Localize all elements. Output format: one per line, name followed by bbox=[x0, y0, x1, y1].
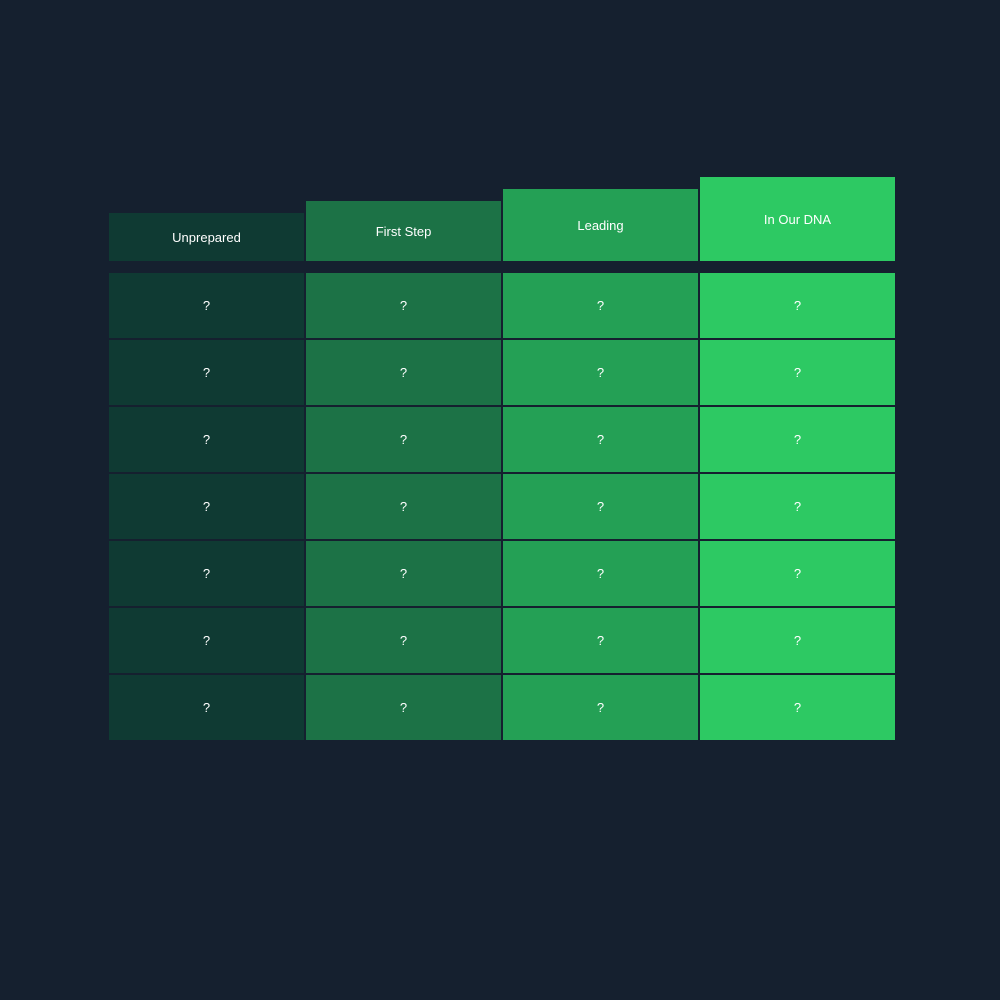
matrix-cell: ? bbox=[305, 406, 502, 473]
matrix-cell-text: ? bbox=[794, 365, 801, 380]
matrix-cell-text: ? bbox=[203, 566, 210, 581]
matrix-header-label: In Our DNA bbox=[764, 212, 831, 227]
matrix-cell: ? bbox=[108, 674, 305, 741]
matrix-cell-text: ? bbox=[203, 499, 210, 514]
matrix-cell: ? bbox=[108, 406, 305, 473]
matrix-cell: ? bbox=[502, 272, 699, 339]
matrix-cell: ? bbox=[305, 540, 502, 607]
matrix-cell: ? bbox=[502, 473, 699, 540]
matrix-cell: ? bbox=[305, 339, 502, 406]
matrix-cell-text: ? bbox=[597, 566, 604, 581]
matrix-cell-text: ? bbox=[203, 700, 210, 715]
matrix-cell: ? bbox=[108, 540, 305, 607]
matrix-cell-text: ? bbox=[794, 499, 801, 514]
matrix-cell: ? bbox=[502, 607, 699, 674]
matrix-cell: ? bbox=[108, 473, 305, 540]
matrix-cell: ? bbox=[699, 540, 896, 607]
matrix-cell: ? bbox=[502, 406, 699, 473]
matrix-header-gap bbox=[108, 262, 896, 272]
matrix-cell-text: ? bbox=[794, 633, 801, 648]
matrix-cell: ? bbox=[699, 339, 896, 406]
matrix-header-0: Unprepared bbox=[108, 190, 305, 262]
matrix-cell-text: ? bbox=[400, 499, 407, 514]
matrix-cell-text: ? bbox=[597, 432, 604, 447]
matrix-cell-text: ? bbox=[794, 700, 801, 715]
matrix-cell-text: ? bbox=[203, 432, 210, 447]
matrix-cell-text: ? bbox=[203, 365, 210, 380]
matrix-cell: ? bbox=[502, 674, 699, 741]
matrix-cell-text: ? bbox=[597, 298, 604, 313]
matrix-header-1: First Step bbox=[305, 190, 502, 262]
matrix-cell-text: ? bbox=[203, 298, 210, 313]
matrix-cell: ? bbox=[305, 607, 502, 674]
maturity-matrix: Unprepared First Step Leading In Our DNA ??… bbox=[108, 190, 896, 741]
matrix-cell: ? bbox=[305, 272, 502, 339]
matrix-cell: ? bbox=[699, 473, 896, 540]
matrix-cell: ? bbox=[305, 674, 502, 741]
matrix-cell: ? bbox=[699, 272, 896, 339]
matrix-header-label: Unprepared bbox=[172, 230, 241, 245]
matrix-cell-text: ? bbox=[400, 365, 407, 380]
matrix-header-label: Leading bbox=[577, 218, 623, 233]
matrix-cell: ? bbox=[699, 674, 896, 741]
matrix-cell: ? bbox=[108, 339, 305, 406]
matrix-cell-text: ? bbox=[597, 700, 604, 715]
matrix-cell-text: ? bbox=[400, 700, 407, 715]
matrix-header-2: Leading bbox=[502, 190, 699, 262]
matrix-cell-text: ? bbox=[203, 633, 210, 648]
matrix-cell: ? bbox=[699, 607, 896, 674]
matrix-cell: ? bbox=[108, 272, 305, 339]
matrix-cell: ? bbox=[502, 339, 699, 406]
matrix-cell-text: ? bbox=[400, 298, 407, 313]
matrix-cell-text: ? bbox=[794, 566, 801, 581]
matrix-cell-text: ? bbox=[400, 432, 407, 447]
matrix-cell: ? bbox=[699, 406, 896, 473]
matrix-cell-text: ? bbox=[597, 365, 604, 380]
matrix-cell-text: ? bbox=[400, 633, 407, 648]
matrix-cell-text: ? bbox=[794, 298, 801, 313]
matrix-cell: ? bbox=[108, 607, 305, 674]
matrix-header-3: In Our DNA bbox=[699, 190, 896, 262]
matrix-cell: ? bbox=[502, 540, 699, 607]
matrix-header-label: First Step bbox=[376, 224, 432, 239]
matrix-cell-text: ? bbox=[597, 499, 604, 514]
matrix-cell-text: ? bbox=[794, 432, 801, 447]
matrix-cell-text: ? bbox=[597, 633, 604, 648]
matrix-cell: ? bbox=[305, 473, 502, 540]
matrix-cell-text: ? bbox=[400, 566, 407, 581]
